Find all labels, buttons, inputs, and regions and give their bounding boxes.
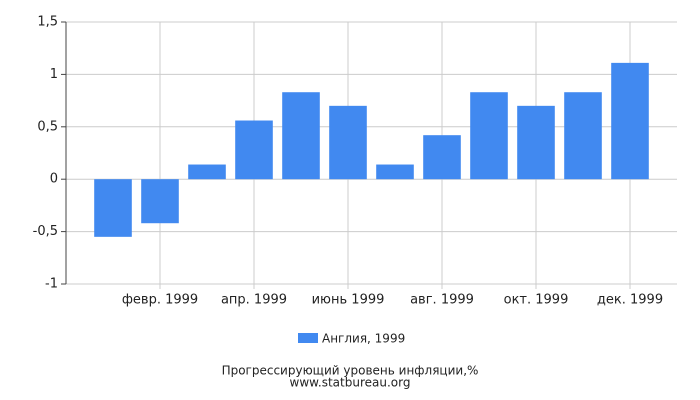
legend-label: Англия, 1999 — [322, 332, 405, 346]
bar — [94, 179, 132, 237]
y-tick-label: 1,5 — [37, 15, 58, 30]
bar — [423, 135, 461, 180]
x-tick-label: дек. 1999 — [597, 293, 663, 308]
bar — [329, 105, 367, 180]
bar — [564, 92, 602, 180]
x-tick-label: февр. 1999 — [122, 293, 198, 308]
y-tick-label: -1 — [45, 277, 58, 292]
bar — [611, 62, 649, 180]
x-tick-label: июнь 1999 — [312, 293, 385, 308]
x-tick-label: окт. 1999 — [504, 293, 569, 308]
bar — [188, 164, 226, 180]
bar — [235, 120, 273, 180]
bar — [282, 92, 320, 180]
chart-title: Прогрессирующий уровень инфляции,% — [222, 364, 479, 378]
bar — [470, 92, 508, 180]
x-tick-label: апр. 1999 — [221, 293, 287, 308]
bar — [376, 164, 414, 180]
y-tick-label: 1 — [50, 67, 58, 82]
bar — [517, 105, 555, 180]
x-tick-label: авг. 1999 — [410, 293, 474, 308]
legend-swatch — [298, 333, 318, 343]
y-tick-label: -0,5 — [33, 224, 58, 239]
y-tick-label: 0,5 — [37, 119, 58, 134]
source: www.statbureau.org — [290, 376, 411, 390]
y-tick-label: 0 — [50, 172, 58, 187]
bar — [141, 179, 179, 224]
